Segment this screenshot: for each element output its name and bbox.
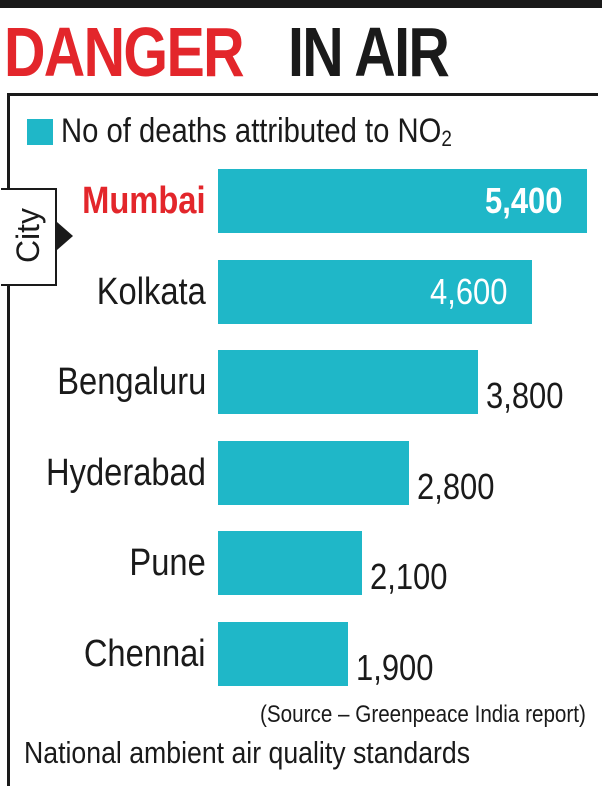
bar-mumbai <box>218 169 587 233</box>
bar-pune <box>218 531 362 595</box>
axis-arrow-icon <box>57 222 73 250</box>
category-label-kolkata: Kolkata <box>96 270 206 313</box>
top-rule <box>0 0 602 8</box>
bar-bengaluru <box>218 350 478 414</box>
title-danger: DANGER <box>4 13 245 91</box>
title-in-air: IN AIR <box>288 13 450 91</box>
source-note: (Source – Greenpeace India report) <box>260 701 586 728</box>
chart-title: DANGER IN AIR <box>0 12 602 92</box>
bar-hyderabad <box>218 440 409 505</box>
legend-label-text: No of deaths attributed to NO <box>61 112 442 150</box>
bar-chennai <box>218 621 348 686</box>
category-label-bengaluru: Bengaluru <box>57 361 206 403</box>
value-label-kolkata: 4,600 <box>430 270 508 312</box>
category-label-hyderabad: Hyderabad <box>46 451 206 494</box>
value-label-mumbai: 5,400 <box>485 180 563 221</box>
value-label-pune: 2,100 <box>370 556 448 597</box>
legend-label: No of deaths attributed to NO2 <box>61 112 452 152</box>
value-label-bengaluru: 3,800 <box>486 375 564 416</box>
category-label-mumbai: Mumbai <box>82 180 206 222</box>
axis-label-text: City <box>10 207 47 263</box>
category-label-chennai: Chennai <box>84 632 206 675</box>
chart-frame <box>7 93 598 786</box>
category-label-pune: Pune <box>129 542 206 584</box>
legend: No of deaths attributed to NO2 <box>27 112 516 152</box>
bar-kolkata <box>218 259 532 324</box>
axis-label: City <box>2 188 56 282</box>
legend-label-subscript: 2 <box>441 126 452 151</box>
axis-label-box <box>1 188 57 286</box>
value-label-hyderabad: 2,800 <box>417 465 495 507</box>
value-label-chennai: 1,900 <box>356 646 434 688</box>
footer-note: National ambient air quality standards <box>24 735 471 770</box>
legend-swatch <box>27 119 53 145</box>
